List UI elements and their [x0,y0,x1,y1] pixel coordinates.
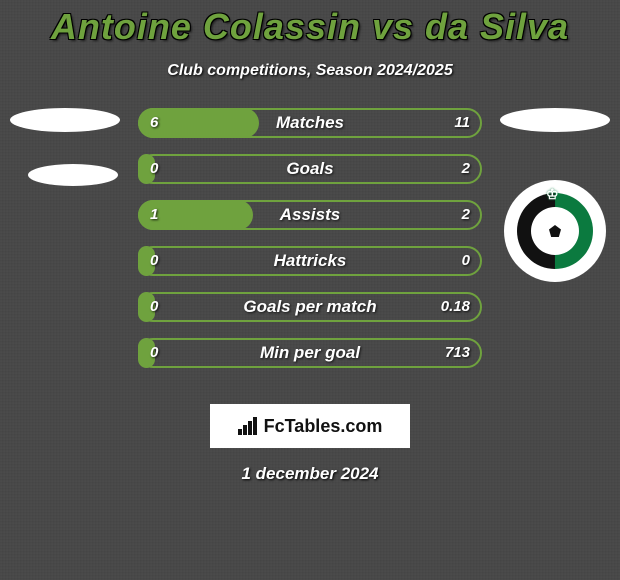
left-badge-1 [10,108,120,132]
page-subtitle: Club competitions, Season 2024/2025 [0,62,620,80]
right-player-badges: ♔ [490,98,620,282]
stat-label: Assists [138,200,482,230]
stat-bar-row: 611Matches [138,108,482,138]
stat-bar-row: 12Assists [138,200,482,230]
stat-label: Goals [138,154,482,184]
stat-label: Matches [138,108,482,138]
left-player-badges [0,98,130,186]
stat-bar-row: 02Goals [138,154,482,184]
site-watermark: FcTables.com [210,404,410,448]
club-logo-ball [541,217,569,245]
stat-bars-container: 611Matches 02Goals 12Assists 00Hattricks 00.… [138,108,482,384]
club-logo-crown-icon: ♔ [546,186,559,203]
site-label: FcTables.com [264,416,383,437]
stat-bar-row: 00Hattricks [138,246,482,276]
comparison-content: ♔ 611Matches 02Goals 12Assists 00Hattricks 0… [0,98,620,398]
right-badge-1 [500,108,610,132]
bar-chart-icon [238,417,260,435]
stat-label: Goals per match [138,292,482,322]
stat-bar-row: 00.18Goals per match [138,292,482,322]
stat-bar-row: 0713Min per goal [138,338,482,368]
right-club-logo: ♔ [504,180,606,282]
stat-label: Hattricks [138,246,482,276]
stat-label: Min per goal [138,338,482,368]
left-badge-2 [28,164,118,186]
page-title: Antoine Colassin vs da Silva [0,0,620,48]
footer-date: 1 december 2024 [0,464,620,484]
